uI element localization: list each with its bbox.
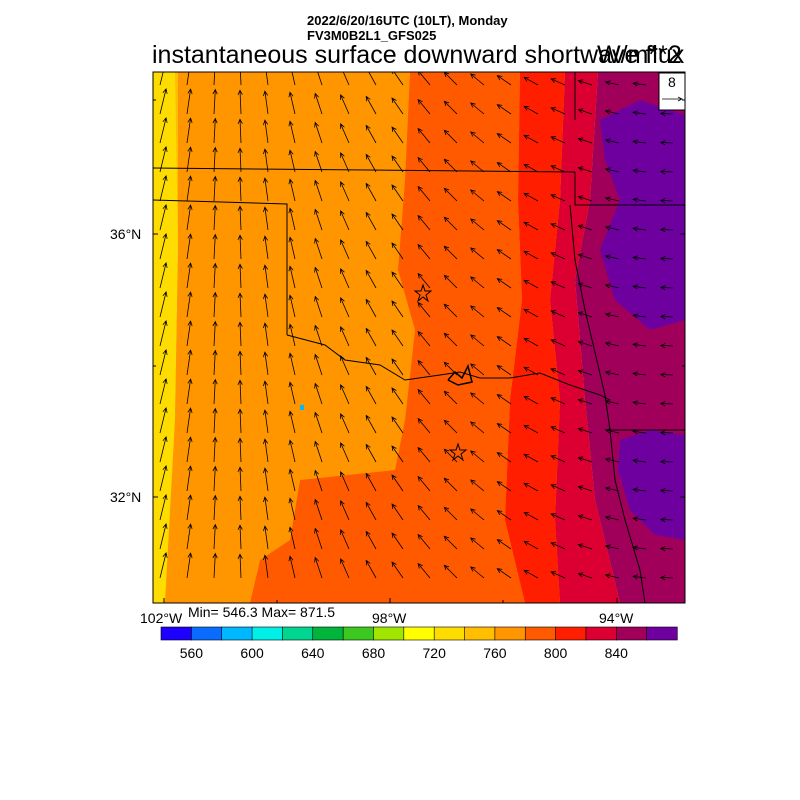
field-band-800 bbox=[505, 72, 565, 603]
field-band-860-north bbox=[600, 100, 685, 330]
colorbar-tick-label: 840 bbox=[605, 645, 629, 661]
star-icon bbox=[448, 442, 468, 462]
star-icon bbox=[413, 283, 433, 303]
field-band-860-south bbox=[618, 430, 685, 540]
colorbar: 560 600 640 680 720 760 800 840 bbox=[160, 626, 678, 661]
colorbar-swatch bbox=[433, 626, 466, 641]
vector-reference-label: 8 bbox=[668, 74, 676, 90]
colorbar-swatch bbox=[555, 626, 587, 641]
units-label: W/m**2 bbox=[597, 41, 682, 69]
colorbar-tick-label: 760 bbox=[483, 645, 507, 661]
colorbar-tick-label: 600 bbox=[240, 645, 264, 661]
min-max-label: Min= 546.3 Max= 871.5 bbox=[188, 604, 336, 620]
local-minimum-patch bbox=[300, 405, 304, 410]
valid-time: 2022/6/20/16UTC (10LT), Monday bbox=[307, 13, 508, 28]
lat-ticks bbox=[153, 99, 685, 498]
colorbar-swatch bbox=[494, 626, 526, 641]
colorbar-swatch bbox=[191, 626, 223, 641]
colorbar-swatch bbox=[403, 626, 435, 641]
colorbar-swatch bbox=[373, 626, 405, 641]
colorbar-tick-label: 680 bbox=[362, 645, 386, 661]
colorbar-tick-label: 560 bbox=[180, 645, 204, 661]
map-title: instantaneous surface downward shortwave… bbox=[152, 41, 685, 69]
colorbar-swatch bbox=[160, 626, 192, 641]
lon-label-94w: 94°W bbox=[599, 610, 634, 626]
field-band-yellow bbox=[153, 72, 178, 603]
colorbar-swatch bbox=[342, 626, 375, 641]
model-name: FV3M0B2L1_GFS025 bbox=[307, 28, 437, 43]
colorbar-swatch bbox=[312, 626, 344, 641]
colorbar-tick-label: 720 bbox=[423, 645, 447, 661]
lat-label-32n: 32°N bbox=[110, 489, 141, 505]
lon-label-98w: 98°W bbox=[372, 610, 407, 626]
colorbar-swatch bbox=[464, 626, 496, 641]
colorbar-tick-label: 640 bbox=[301, 645, 325, 661]
colorbar-swatch bbox=[221, 626, 253, 641]
colorbar-swatch bbox=[615, 626, 648, 641]
colorbar-swatch bbox=[585, 626, 617, 641]
field-band-780 bbox=[250, 72, 525, 603]
map-frame bbox=[152, 71, 686, 604]
field-band-760 bbox=[165, 72, 415, 603]
field-band-820 bbox=[550, 72, 620, 603]
state-borders bbox=[153, 72, 685, 603]
colorbar-swatch bbox=[646, 626, 678, 641]
lat-label-36n: 36°N bbox=[110, 226, 141, 242]
lon-label-102w: 102°W bbox=[140, 610, 183, 626]
colorbar-swatch bbox=[524, 626, 557, 641]
flux-field bbox=[153, 72, 685, 603]
red-river bbox=[447, 363, 473, 386]
colorbar-swatch bbox=[251, 626, 284, 641]
colorbar-tick-label: 800 bbox=[544, 645, 568, 661]
vector-reference-box: 8 bbox=[658, 72, 686, 111]
lon-ticks bbox=[163, 598, 618, 603]
colorbar-swatch bbox=[282, 626, 314, 641]
